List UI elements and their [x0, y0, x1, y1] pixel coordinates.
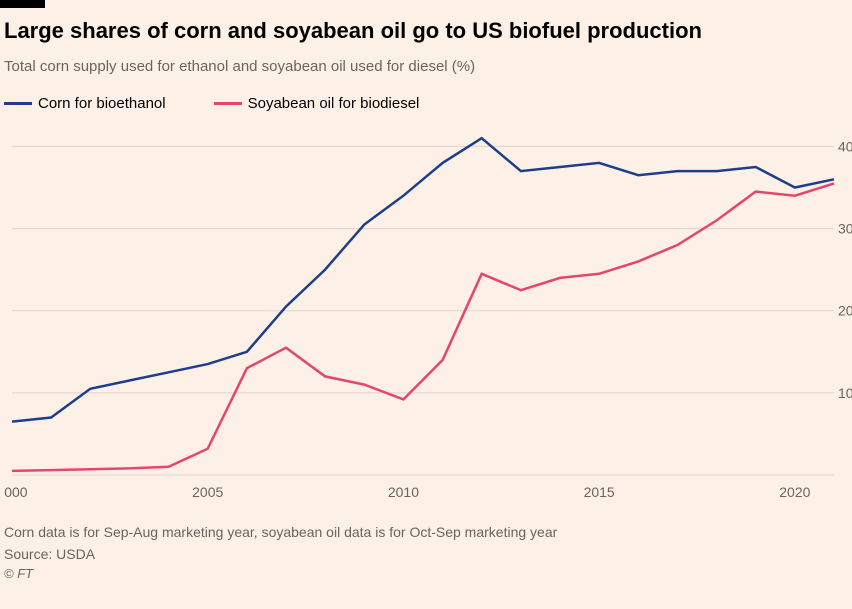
svg-text:2000: 2000 [4, 484, 28, 500]
chart-copyright: © FT [4, 566, 852, 581]
svg-text:2010: 2010 [388, 484, 419, 500]
svg-text:30: 30 [838, 221, 852, 237]
svg-text:20: 20 [838, 303, 852, 319]
brand-bar [0, 0, 45, 8]
svg-text:10: 10 [838, 385, 852, 401]
svg-text:40: 40 [838, 138, 852, 154]
svg-text:2005: 2005 [192, 484, 223, 500]
legend-swatch-soy [214, 102, 242, 105]
chart-plot-area: 10 20 30 40 2000 2005 2010 2015 2020 [4, 120, 852, 510]
legend-item-soy: Soyabean oil for biodiesel [214, 95, 420, 112]
chart-source: Source: USDA [4, 546, 852, 562]
legend-swatch-corn [4, 102, 32, 105]
legend-label-corn: Corn for bioethanol [38, 95, 166, 112]
legend-item-corn: Corn for bioethanol [4, 95, 166, 112]
legend-label-soy: Soyabean oil for biodiesel [248, 95, 420, 112]
svg-text:2020: 2020 [779, 484, 810, 500]
legend: Corn for bioethanol Soyabean oil for bio… [4, 95, 852, 112]
chart-subtitle: Total corn supply used for ethanol and s… [4, 58, 852, 75]
chart-footnote: Corn data is for Sep-Aug marketing year,… [4, 524, 852, 540]
chart-title: Large shares of corn and soyabean oil go… [4, 18, 852, 44]
svg-text:2015: 2015 [584, 484, 615, 500]
chart-container: Large shares of corn and soyabean oil go… [0, 8, 852, 581]
line-chart-svg: 10 20 30 40 2000 2005 2010 2015 2020 [4, 120, 852, 510]
